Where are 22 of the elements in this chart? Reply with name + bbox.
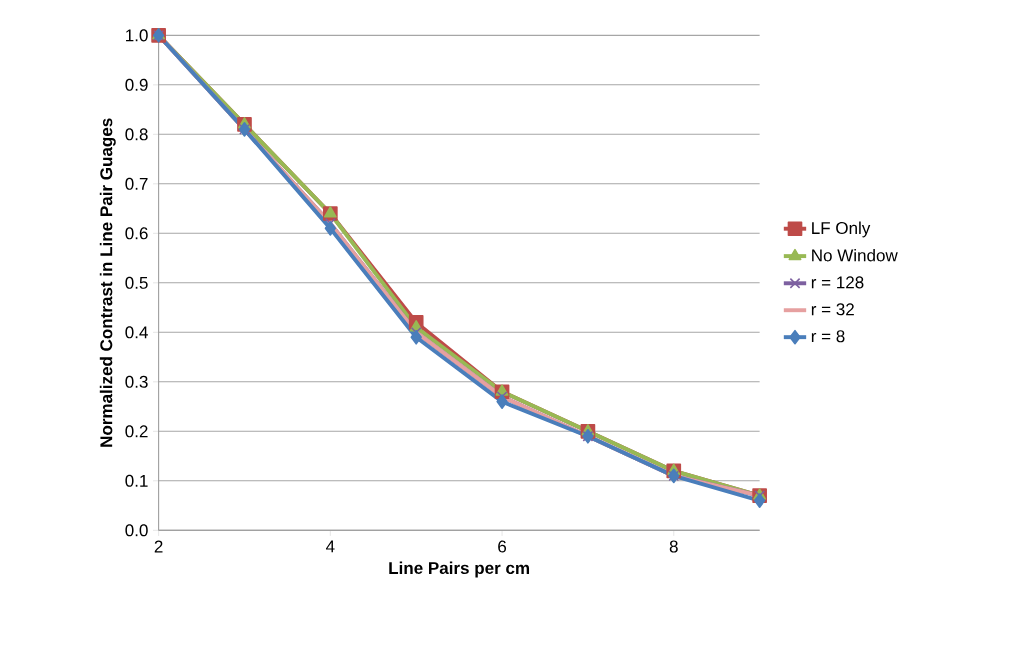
y-tick-label: 0.9 <box>125 78 148 91</box>
legend-label: r = 128 <box>811 276 864 289</box>
x-tick-label: 2 <box>154 540 163 553</box>
x-tick-label: 6 <box>498 540 507 553</box>
y-tick-label: 0.7 <box>125 177 148 190</box>
y-axis-title: Normalized Contrast in Line Pair Guages <box>99 118 116 447</box>
y-tick-label: 0.2 <box>125 425 148 438</box>
x-tick-label: 4 <box>326 540 335 553</box>
y-tick-label: 0.3 <box>125 375 148 388</box>
y-tick-label: 0.6 <box>125 227 148 240</box>
legend-label: r = 32 <box>811 303 854 316</box>
y-tick-label: 0.1 <box>125 474 148 487</box>
x-tick-label: 8 <box>669 540 678 553</box>
y-tick-label: 0.4 <box>125 326 148 339</box>
y-tick-label: 0.5 <box>125 276 148 289</box>
y-tick-label: 0.0 <box>125 524 148 537</box>
legend-label: No Window <box>812 248 898 262</box>
y-tick-label: 0.8 <box>125 128 148 141</box>
x-axis-title: Line Pairs per cm <box>389 561 530 578</box>
legend-label: LF Only <box>812 221 871 238</box>
legend-label: r = 8 <box>811 330 845 343</box>
y-tick-label: 1.0 <box>126 29 148 42</box>
